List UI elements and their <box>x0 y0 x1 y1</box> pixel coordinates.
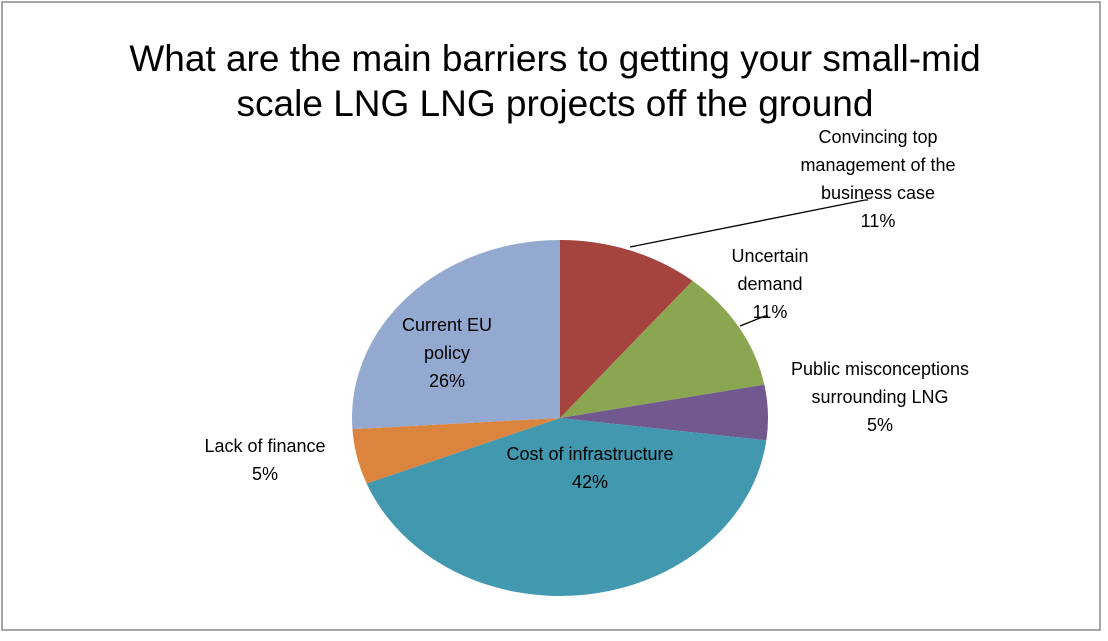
value-label: 11% <box>860 211 896 231</box>
pie-slice <box>352 240 560 430</box>
pie-slice <box>560 240 693 418</box>
leader-line <box>629 199 868 248</box>
chart-title: What are the main barriers to getting yo… <box>129 38 981 124</box>
slice-label: Convincing top management of the busines… <box>768 123 988 235</box>
slice-label: Public misconceptions surrounding LNG 5% <box>790 355 970 439</box>
category-label: Public misconceptions surrounding LNG <box>790 359 970 407</box>
category-label: Lack of finance <box>204 436 326 456</box>
value-label: 26% <box>428 371 466 391</box>
category-label: Cost of infrastructure <box>506 444 674 464</box>
pie-slice <box>366 418 767 597</box>
slice-label: Cost of infrastructure 42% <box>500 440 680 496</box>
value-label: 5% <box>866 415 893 435</box>
pie-slice <box>560 384 768 441</box>
value-label: 5% <box>251 464 278 484</box>
slice-label: Lack of finance 5% <box>165 432 365 488</box>
category-label: Convincing top management of the busines… <box>800 127 956 203</box>
slice-label: Current EU policy 26% <box>387 311 507 395</box>
value-label: 11% <box>752 302 788 322</box>
pie-slice <box>352 418 560 484</box>
value-label: 42% <box>571 472 609 492</box>
slice-label: Uncertain demand 11% <box>710 242 830 326</box>
category-label: Current EU policy <box>401 315 493 363</box>
leader-line <box>739 315 768 327</box>
pie-slice <box>560 280 765 418</box>
category-label: Uncertain demand <box>731 246 809 294</box>
